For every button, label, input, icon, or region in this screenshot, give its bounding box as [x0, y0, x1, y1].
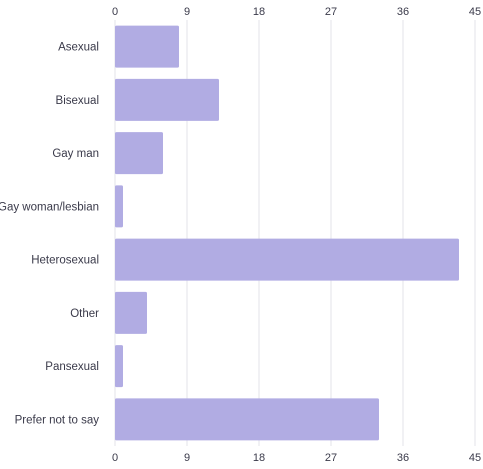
category-label-gay-man: Gay man: [52, 148, 99, 160]
bar-gay-woman-lesbian: [115, 185, 123, 228]
top-tick-label-27: 27: [325, 6, 337, 18]
bottom-tick-label-27: 27: [325, 452, 337, 464]
bottom-axis-ticks: 0 9 18 27 36 45: [112, 452, 481, 464]
category-labels: Asexual Bisexual Gay man Gay woman/lesbian H…: [0, 42, 99, 427]
category-label-prefer-not-to-say: Prefer not to say: [15, 414, 100, 426]
bottom-tick-label-45: 45: [469, 452, 481, 464]
category-label-other: Other: [70, 308, 99, 320]
top-axis-ticks: 0 9 18 27 36 45: [112, 6, 481, 18]
top-tick-label-36: 36: [397, 6, 409, 18]
top-tick-label-18: 18: [253, 6, 265, 18]
top-tick-label-0: 0: [112, 6, 118, 18]
bottom-tick-label-9: 9: [184, 452, 190, 464]
bottom-tick-label-36: 36: [397, 452, 409, 464]
bar-heterosexual: [115, 238, 459, 281]
bar-other: [115, 291, 147, 334]
bottom-tick-label-18: 18: [253, 452, 265, 464]
category-label-asexual: Asexual: [58, 42, 99, 54]
bar-prefer-not-to-say: [115, 398, 379, 441]
top-tick-label-45: 45: [469, 6, 481, 18]
bar-pansexual: [115, 345, 123, 388]
bars: [115, 25, 459, 441]
category-label-gay-woman-lesbian: Gay woman/lesbian: [0, 201, 99, 213]
category-label-heterosexual: Heterosexual: [31, 255, 99, 267]
bar-gay-man: [115, 132, 163, 175]
bar-asexual: [115, 25, 179, 68]
bottom-tick-label-0: 0: [112, 452, 118, 464]
bar-bisexual: [115, 78, 219, 121]
top-tick-label-9: 9: [184, 6, 190, 18]
category-label-pansexual: Pansexual: [45, 361, 99, 373]
category-label-bisexual: Bisexual: [56, 95, 99, 107]
